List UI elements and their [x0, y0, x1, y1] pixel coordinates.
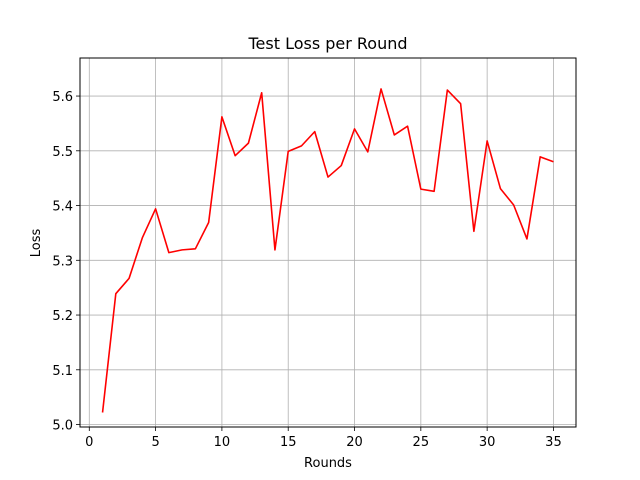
plot-frame — [79, 57, 577, 428]
x-tick-label: 15 — [280, 435, 297, 450]
y-tick-label: 5.4 — [52, 200, 73, 215]
series-line — [101, 88, 554, 413]
x-axis-label: Rounds — [304, 456, 352, 471]
x-tick-label: 5 — [151, 435, 159, 450]
y-tick-label: 5.2 — [52, 309, 73, 324]
x-axis-ticks: 0 5 10 15 20 25 30 35 — [85, 427, 562, 450]
y-tick-label: 5.0 — [52, 419, 73, 434]
grid-lines — [80, 58, 576, 427]
y-tick-label: 5.3 — [52, 254, 73, 269]
x-tick-label: 35 — [545, 435, 562, 450]
x-tick-label: 30 — [479, 435, 496, 450]
x-tick-label: 20 — [346, 435, 363, 450]
x-tick-label: 10 — [214, 435, 231, 450]
y-tick-label: 5.6 — [52, 90, 73, 105]
series-layer — [101, 88, 554, 413]
y-axis-ticks: 5.0 5.1 5.2 5.3 5.4 5.5 5.6 — [52, 90, 80, 434]
y-axis-label: Loss — [29, 229, 44, 258]
x-tick-label: 25 — [413, 435, 430, 450]
x-tick-label: 0 — [85, 435, 93, 450]
chart-title: Test Loss per Round — [247, 34, 407, 53]
y-tick-label: 5.1 — [52, 364, 73, 379]
y-tick-label: 5.5 — [52, 145, 73, 160]
